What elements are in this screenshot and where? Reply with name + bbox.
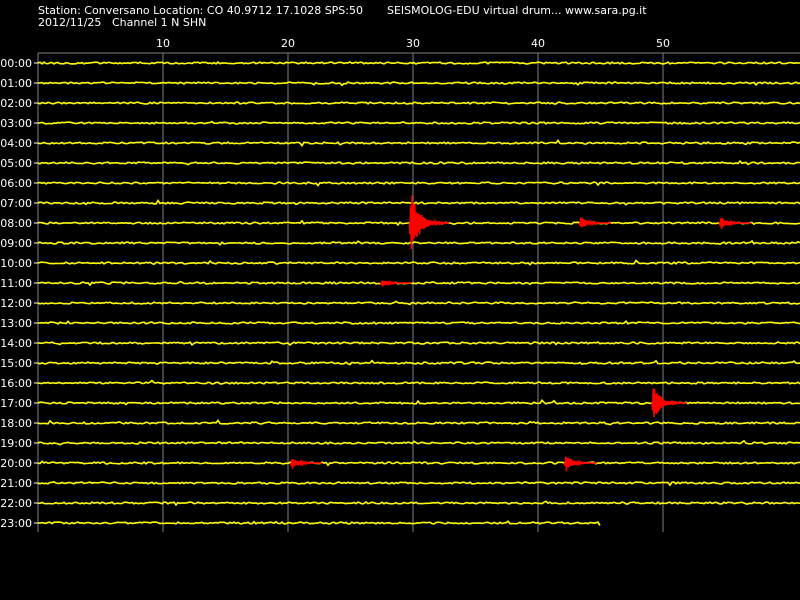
trace-0200: [37, 101, 800, 105]
hour-label: 14:00: [0, 337, 32, 350]
hour-label: 03:00: [0, 117, 32, 130]
trace-0100: [37, 81, 800, 87]
trace-0300: [38, 120, 800, 125]
hour-label: 13:00: [0, 317, 32, 330]
trace-1500: [37, 359, 800, 366]
seismic-events: [289, 195, 751, 472]
hour-label: 00:00: [0, 57, 32, 70]
seismic-traces: [37, 60, 800, 526]
hour-label: 06:00: [0, 177, 32, 190]
hour-label: 04:00: [0, 137, 32, 150]
hour-label: 21:00: [0, 477, 32, 490]
hour-labels: 00:00 01:00 02:00 03:00 04:00 05:00 06:00 07:00…: [0, 57, 38, 530]
event-8h-43.3m: [578, 217, 611, 228]
hour-label: 20:00: [0, 457, 32, 470]
hour-label: 15:00: [0, 357, 32, 370]
hour-label: 09:00: [0, 237, 32, 250]
event-17h-49.1m: [651, 388, 688, 418]
trace-1400: [37, 341, 800, 347]
trace-0500: [37, 159, 800, 166]
hour-label: 05:00: [0, 157, 32, 170]
software-title: SEISMOLOG-EDU virtual drum... www.sara.p…: [387, 4, 647, 17]
x-tick-label: 40: [531, 37, 545, 50]
trace-2200: [37, 500, 800, 507]
record-date: 2012/11/25: [38, 16, 102, 29]
x-tick-label: 20: [281, 37, 295, 50]
event-20h-20.2m: [289, 458, 323, 469]
trace-1200: [37, 300, 800, 306]
hour-label: 08:00: [0, 217, 32, 230]
hour-label: 07:00: [0, 197, 32, 210]
trace-2300: [37, 520, 601, 526]
hour-label: 01:00: [0, 77, 32, 90]
x-tick-label: 30: [406, 37, 420, 50]
event-11h-27.4m: [379, 279, 412, 287]
grid-lines: [37, 52, 800, 532]
trace-0000: [37, 60, 800, 66]
trace-1000: [37, 259, 800, 266]
channel-info: Channel 1 N SHN: [112, 16, 207, 29]
hour-label: 11:00: [0, 277, 32, 290]
hour-label: 02:00: [0, 97, 32, 110]
trace-1800: [37, 419, 800, 426]
trace-1900: [37, 439, 800, 446]
hour-label: 17:00: [0, 397, 32, 410]
event-8h-54.5m: [718, 217, 751, 229]
x-tick-label: 10: [156, 37, 170, 50]
trace-1100: [37, 280, 800, 287]
hour-label: 18:00: [0, 417, 32, 430]
trace-2000: [37, 460, 800, 467]
x-tick-labels: 10 20 30 40 50: [156, 37, 670, 50]
trace-1300: [37, 320, 800, 325]
trace-0400: [37, 139, 800, 147]
trace-0600: [37, 181, 800, 187]
event-8h-29.7m: [408, 195, 450, 250]
x-tick-label: 50: [656, 37, 670, 50]
trace-0700: [37, 199, 800, 206]
hour-label: 16:00: [0, 377, 32, 390]
hour-label: 19:00: [0, 437, 32, 450]
event-20h-42.1m: [563, 456, 597, 472]
trace-2100: [37, 480, 800, 487]
station-info: Station: Conversano Location: CO 40.9712…: [38, 4, 363, 17]
hour-label: 22:00: [0, 497, 32, 510]
hour-label: 23:00: [0, 517, 32, 530]
hour-label: 10:00: [0, 257, 32, 270]
trace-1600: [37, 379, 800, 385]
hour-label: 12:00: [0, 297, 32, 310]
trace-0900: [37, 239, 800, 246]
